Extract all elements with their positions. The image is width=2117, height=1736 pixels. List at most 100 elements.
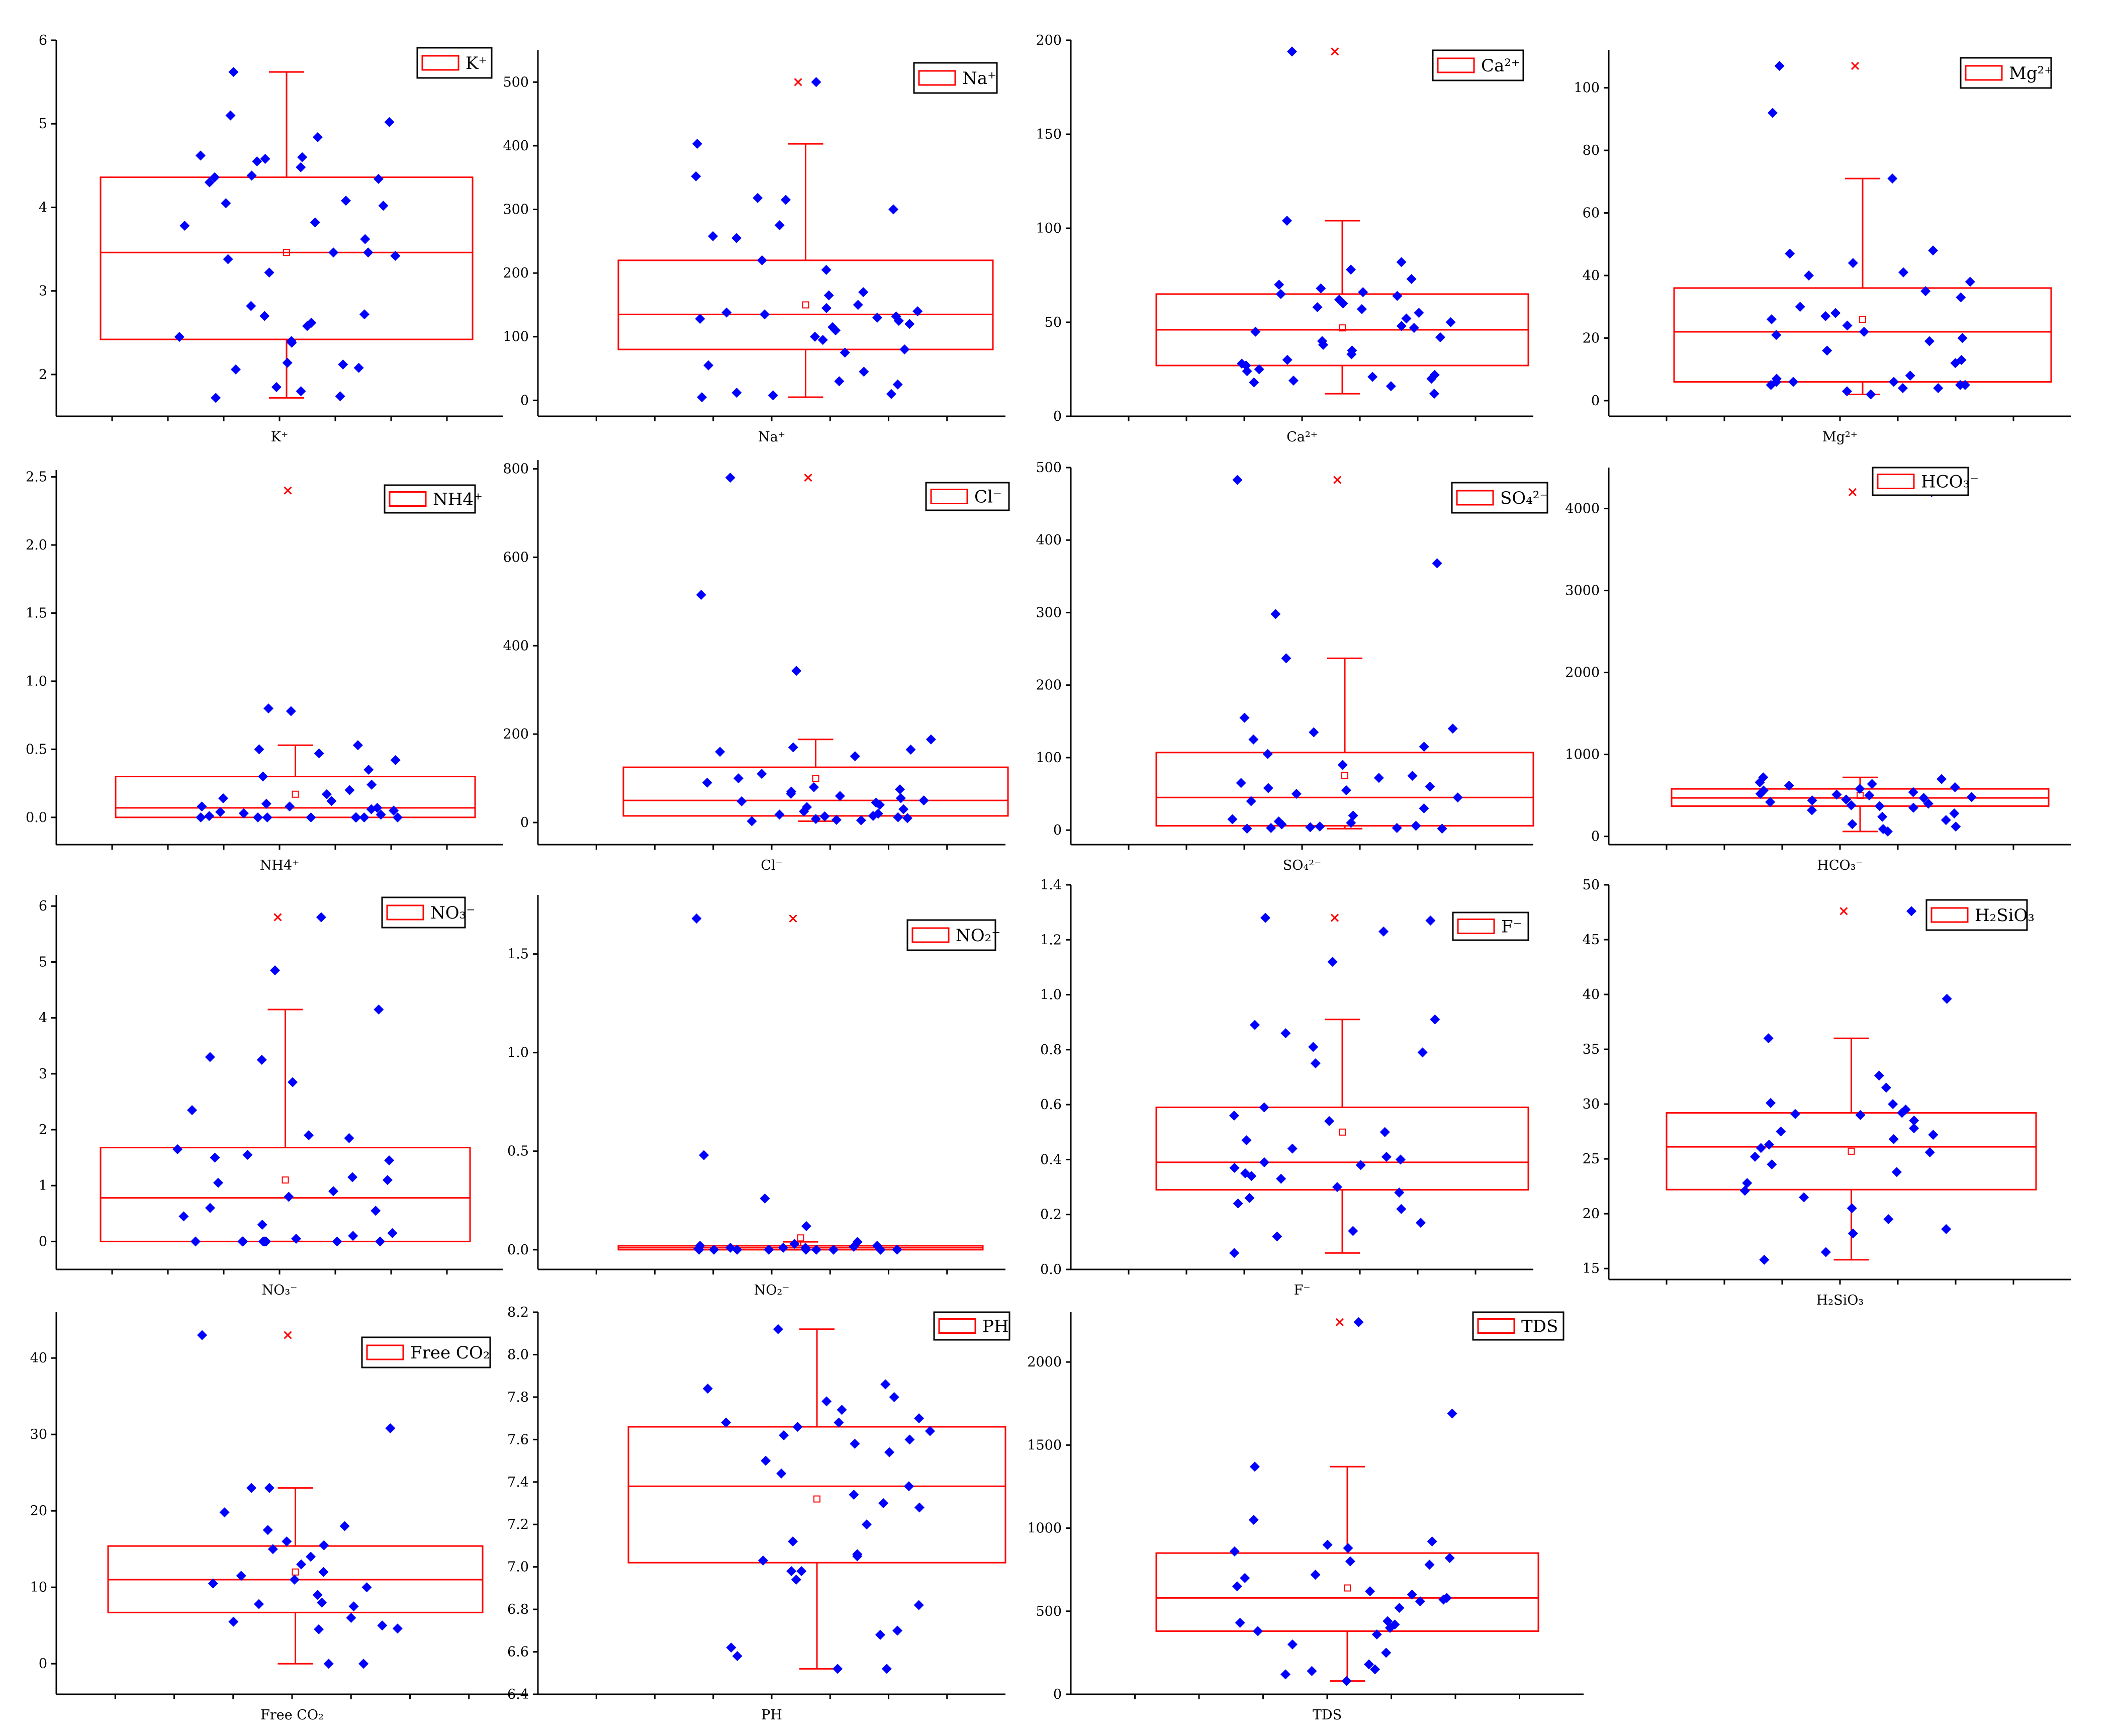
data-point [230,364,241,375]
outlier-marker [284,486,292,495]
data-point [791,666,802,676]
data-point [1280,1669,1291,1680]
data-point [905,744,916,755]
data-point [267,1544,278,1555]
data-point [197,801,207,812]
y-tick-label: 600 [503,550,529,565]
y-tick-label: 3000 [1565,583,1600,599]
data-point [348,1601,359,1612]
data-point [788,742,798,753]
legend-swatch [918,70,956,86]
data-point [360,234,371,244]
data-point [891,311,901,322]
data-point [811,1244,821,1255]
data-point [1776,1126,1786,1137]
data-point [296,162,306,172]
data-point [884,1447,895,1457]
data-point [246,1483,256,1493]
y-tick-label: 0.4 [1040,1152,1062,1167]
y-tick-label: 300 [1036,605,1062,620]
y-tick-label: 2 [39,367,47,383]
data-point [204,177,215,188]
data-point [1765,797,1776,807]
data-point [819,811,830,821]
data-point [374,1004,384,1015]
data-point [702,1384,713,1394]
data-point [1239,712,1250,723]
data-point [827,322,838,332]
data-point [810,331,820,342]
data-point [1332,1182,1342,1193]
legend-label: K⁺ [466,53,487,73]
data-point [190,1236,201,1247]
data-point [1881,1082,1891,1093]
data-point [1324,1116,1335,1126]
data-point [1394,1603,1405,1613]
x-axis-label: TDS [1313,1707,1342,1723]
data-point [260,154,270,164]
data-point [310,217,320,228]
data-point [296,1559,307,1570]
data-point [285,801,295,812]
y-tick-label: 100 [1574,80,1600,96]
mean-marker [282,1176,289,1184]
data-point [715,747,725,757]
data-point [721,1417,731,1428]
data-point [892,1244,902,1255]
data-point [384,117,395,127]
data-point [1855,784,1865,794]
x-axis-label: Cl⁻ [761,858,783,873]
data-point [1392,291,1403,301]
legend-label: PH [982,1317,1009,1337]
data-point [346,1613,356,1623]
data-point [1425,781,1435,792]
data-point [297,152,308,162]
box-iqr [1155,1552,1539,1632]
chart-panel: 2 3 4 5 6 K⁺ K⁺ [39,33,503,445]
data-point [316,912,326,923]
legend-swatch [1965,65,2003,81]
data-point [219,1507,230,1518]
data-point [1841,794,1852,805]
legend-swatch [938,1318,976,1334]
outlier-marker [794,78,802,86]
data-point [1889,377,1899,387]
data-point [1920,286,1931,297]
box-iqr [100,1147,471,1242]
chart-panel: 0 100 200 300 400 500 SO₄²⁻ SO₄²⁻ [1036,460,1548,873]
data-point [344,1133,354,1143]
y-tick-label: 3 [39,284,47,299]
y-tick-label: 100 [503,329,529,345]
legend-label: Ca²⁺ [1481,56,1520,76]
data-point [1866,389,1876,400]
data-point [821,303,832,313]
data-point [1355,1160,1366,1170]
x-axis-label: K⁺ [271,429,288,445]
y-tick-label: 500 [503,74,529,90]
data-point [384,1155,395,1166]
data-point [1229,1162,1240,1173]
box-iqr [1155,752,1534,827]
outlier-marker [284,1331,292,1339]
data-point [1249,1461,1260,1472]
data-point [306,812,316,823]
y-tick-label: 0.0 [1040,1262,1062,1277]
data-point [880,1379,891,1390]
outlier-marker [1333,476,1342,484]
data-point [1246,796,1256,806]
data-point [359,309,370,320]
data-point [1763,1033,1774,1044]
data-point [888,204,899,215]
data-point [840,347,850,358]
data-point [318,1567,329,1577]
y-tick-label: 1.0 [507,1045,529,1061]
data-point [306,1551,316,1562]
data-point [1790,1109,1800,1119]
data-point [757,255,767,265]
chart-panel: 0 200 400 600 800 Cl⁻ Cl⁻ [503,460,1010,873]
y-tick-label: 400 [1036,532,1062,548]
data-point [263,703,274,714]
data-point [1288,375,1299,386]
data-point [1401,313,1412,324]
data-point [1949,808,1960,819]
